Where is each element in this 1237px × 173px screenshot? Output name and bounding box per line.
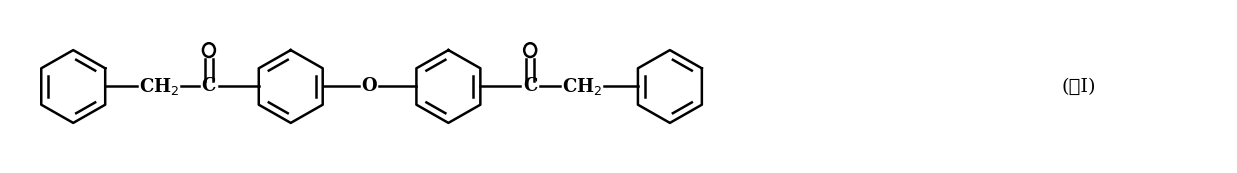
Ellipse shape	[203, 43, 215, 57]
Ellipse shape	[524, 43, 536, 57]
Text: (式I): (式I)	[1061, 78, 1096, 95]
Text: C: C	[523, 78, 537, 95]
Text: CH$_2$: CH$_2$	[139, 76, 179, 97]
Text: CH$_2$: CH$_2$	[562, 76, 602, 97]
Text: O: O	[361, 78, 376, 95]
Text: C: C	[202, 78, 216, 95]
